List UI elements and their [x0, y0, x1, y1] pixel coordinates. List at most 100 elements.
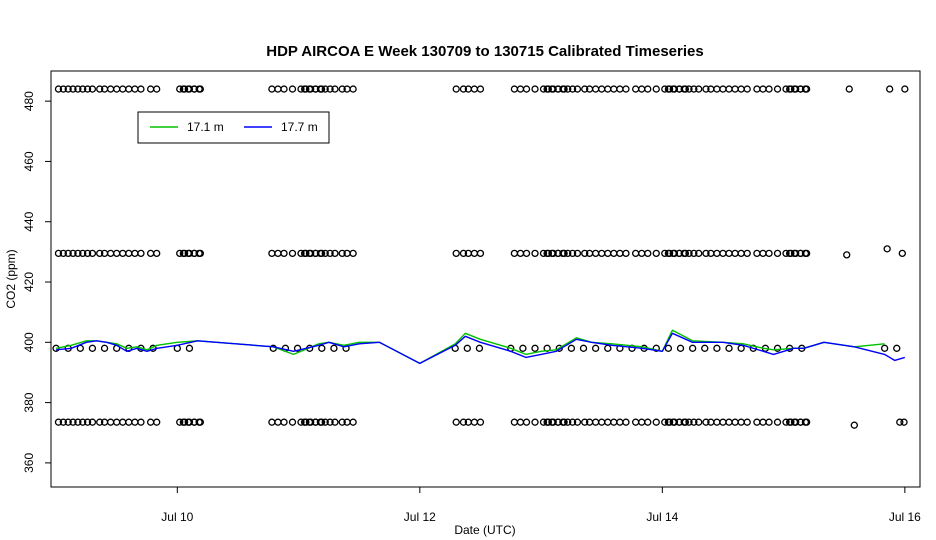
y-tick-label-1: 380	[22, 392, 36, 412]
calibration-point-280	[713, 249, 721, 258]
calibration-point-69	[180, 418, 189, 426]
calibration-point-185	[549, 85, 557, 93]
calibration-point-250	[661, 249, 669, 258]
x-tick-label-2: Jul 14	[646, 510, 678, 524]
calibration-point-226	[632, 249, 640, 258]
calibration-point-37	[119, 249, 127, 258]
calibration-point-342	[901, 85, 909, 93]
calibration-point-294	[743, 418, 751, 426]
calibration-point-142	[459, 249, 468, 258]
calibration-point-202	[581, 249, 589, 258]
calibration-point-114	[311, 418, 320, 426]
calibration-point-229	[638, 249, 646, 258]
series-line-17-1-m	[55, 329, 885, 365]
calibration-point-268	[690, 249, 698, 258]
calibration-point-214	[604, 249, 612, 258]
calibration-point-235	[652, 249, 660, 258]
calibration-point-208	[591, 249, 600, 258]
calibration-point-137	[349, 85, 357, 93]
calibration-point-108	[302, 418, 310, 426]
calibration-point-308	[773, 85, 782, 93]
calibration-point-53	[153, 85, 161, 93]
calibration-point-177	[539, 418, 548, 426]
calibration-point-225	[632, 418, 640, 426]
calibration-point-11	[69, 85, 77, 93]
calibration-point-17	[79, 85, 87, 93]
calibration-point-257	[670, 85, 679, 93]
calibration-point-324	[787, 418, 795, 426]
calibration-point-116	[311, 85, 320, 93]
sample-point-39	[725, 344, 733, 352]
calibration-point-127	[331, 249, 339, 258]
sample-point-35	[676, 344, 685, 352]
calibration-point-19	[83, 249, 92, 258]
sample-point-29	[604, 344, 612, 352]
calibration-point-89	[280, 85, 288, 93]
calibration-point-39	[125, 418, 133, 426]
legend-label-17-7m: 17.7 m	[281, 120, 318, 134]
calibration-point-260	[675, 85, 683, 93]
y-tick-label-5: 460	[22, 151, 36, 171]
series-line-17-7-m	[56, 332, 905, 365]
calibration-point-41	[125, 85, 133, 93]
calibration-point-266	[685, 85, 693, 93]
calibration-point-119	[316, 85, 325, 93]
y-tick-label-2: 400	[22, 332, 36, 352]
calibration-point-227	[632, 85, 640, 93]
calibration-point-290	[731, 85, 739, 93]
calibration-point-262	[680, 249, 688, 258]
calibration-point-52	[153, 249, 161, 258]
calibration-point-163	[531, 249, 539, 258]
calibration-point-4	[59, 249, 67, 258]
calibration-point-209	[591, 85, 600, 93]
calibration-point-120	[321, 418, 329, 426]
calibration-point-198	[573, 418, 582, 426]
calibration-point-77	[190, 85, 198, 93]
calibration-points	[54, 85, 909, 429]
calibration-point-12	[74, 418, 82, 426]
sample-point-20	[475, 344, 484, 352]
calibration-point-326	[787, 85, 795, 93]
y-tick-label-3: 420	[22, 272, 36, 292]
sample-point-13	[293, 344, 302, 352]
y-tick-label-4: 440	[22, 211, 36, 231]
calibration-point-118	[316, 249, 325, 258]
calibration-point-189	[559, 418, 567, 426]
calibration-point-73	[185, 249, 194, 258]
calibration-point-272	[695, 85, 703, 93]
calibration-point-150	[476, 418, 485, 426]
calibration-point-48	[146, 418, 155, 426]
calibration-point-330	[796, 418, 805, 426]
calibration-point-158	[516, 85, 525, 93]
calibration-point-340	[883, 245, 891, 253]
calibration-point-258	[675, 418, 683, 426]
calibration-point-18	[83, 418, 92, 426]
calibration-point-10	[69, 249, 77, 258]
calibration-point-331	[796, 249, 805, 258]
calibration-point-275	[702, 85, 710, 93]
calibration-point-23	[88, 85, 97, 93]
calibration-point-328	[792, 249, 800, 258]
calibration-point-178	[539, 249, 548, 258]
calibration-point-124	[326, 249, 334, 258]
calibration-point-113	[307, 85, 315, 93]
calibration-point-224	[622, 85, 630, 93]
series-lines	[55, 329, 905, 365]
calibration-point-338	[850, 421, 858, 429]
calibration-point-339	[886, 85, 894, 93]
calibration-point-274	[702, 249, 710, 258]
calibration-point-344	[900, 418, 908, 426]
calibration-point-139	[452, 249, 460, 258]
calibration-point-129	[338, 418, 346, 426]
calibration-point-160	[522, 249, 531, 258]
sample-point-4	[100, 344, 109, 352]
calibration-point-66	[176, 418, 184, 426]
sample-point-36	[688, 344, 697, 352]
calibration-point-75	[190, 418, 198, 426]
calibration-point-36	[119, 418, 127, 426]
calibration-point-333	[801, 418, 810, 426]
calibration-point-147	[470, 418, 479, 426]
calibration-point-117	[316, 418, 325, 426]
calibration-point-8	[64, 85, 72, 93]
